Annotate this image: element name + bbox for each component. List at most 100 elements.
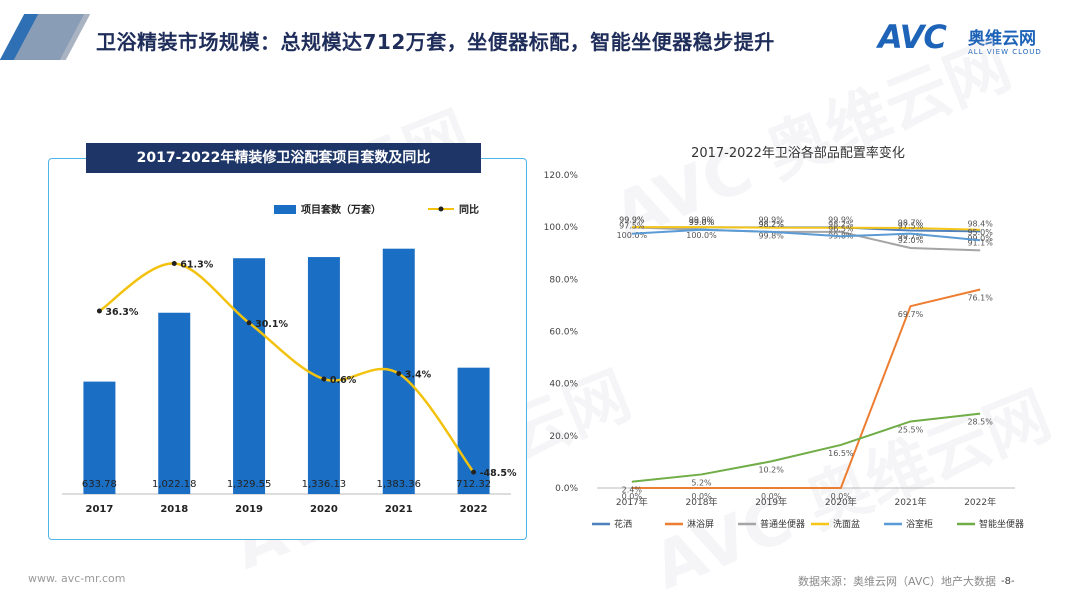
- series-data-label: 98.4%: [967, 219, 993, 228]
- x-tick-label: 2018年: [686, 496, 718, 508]
- series-data-label: 92.0%: [898, 236, 924, 245]
- series-data-label: 99.9%: [619, 215, 645, 224]
- x-tick-label: 2017年: [616, 496, 648, 508]
- yoy-line: [98, 262, 475, 473]
- series-data-label: 98.7%: [898, 219, 924, 228]
- series-line: [631, 226, 981, 231]
- series-data-label: 99.0%: [689, 218, 715, 227]
- y-tick-label: 100.0%: [544, 223, 579, 233]
- line-chart: 2017-2022年卫浴各部品配置率变化 0.0% 20.0% 40.0% 60.0% 8…: [544, 145, 1024, 530]
- footer-url[interactable]: www. avc-mr.com: [28, 572, 126, 585]
- yoy-label: 61.3%: [180, 260, 213, 271]
- legend-label-bars: 项目套数（万套）: [301, 203, 381, 216]
- series-data-label: 2.4%: [622, 486, 643, 495]
- legend-label: 花洒: [614, 518, 632, 530]
- footer-source: 数据来源：奥维云网（AVC）地产大数据: [798, 575, 997, 588]
- bar-chart-panel: [48, 158, 527, 540]
- legend-label: 洗面盆: [833, 518, 860, 530]
- x-tick-label: 2021年: [895, 496, 927, 508]
- x-tick-label: 2020: [310, 504, 338, 515]
- series-data-label: 100.0%: [617, 231, 648, 240]
- y-tick-label: 20.0%: [549, 432, 578, 442]
- logo-chinese: 奥维云网: [968, 29, 1036, 49]
- legend-swatch-bars: [274, 205, 296, 214]
- bar-value-label: 1,383.36: [376, 479, 421, 490]
- series-data-label: 16.5%: [828, 449, 854, 458]
- yoy-point: [96, 308, 102, 314]
- x-tick-label: 2022: [460, 504, 488, 515]
- yoy-point: [321, 376, 327, 382]
- legend-label: 淋浴屏: [687, 518, 714, 530]
- bar-value-label: 633.78: [82, 479, 117, 490]
- series-data-label: 0.0%: [761, 492, 782, 501]
- logo-mark: AVC: [878, 18, 947, 56]
- yoy-point: [471, 469, 477, 475]
- series-data-label: 98.2%: [828, 220, 854, 229]
- legend-marker-line: [438, 206, 444, 212]
- y-tick-label: 40.0%: [549, 380, 578, 390]
- x-tick-label: 2019年: [755, 496, 787, 508]
- yoy-label: 0.6%: [330, 375, 357, 386]
- yoy-label: 3.4%: [405, 370, 432, 381]
- series-data-label: 99.9%: [758, 215, 784, 224]
- series-data-label: 95.0%: [967, 228, 993, 237]
- series-data-label: 99.9%: [828, 215, 854, 224]
- series-data-label: 100.0%: [686, 231, 717, 240]
- avc-logo: AVC 奥维云网 ALL VIEW CLOUD: [878, 18, 1053, 64]
- y-tick-label: 0.0%: [555, 484, 578, 494]
- bar-line-chart: 项目套数（万套） 同比 633.78 2017 1,022.18 2018 1,329.55…: [62, 203, 517, 515]
- series-data-label: 99.8%: [758, 232, 784, 241]
- series-line: [631, 228, 981, 242]
- series-data-label: 99.0%: [689, 218, 715, 227]
- bar-chart-title: 2017-2022年精装修卫浴配套项目套数及同比: [86, 143, 481, 173]
- bar-value-label: 1,336.13: [302, 479, 347, 490]
- series-data-label: 97.5%: [898, 222, 924, 231]
- series-data-label: 0.0%: [691, 492, 712, 501]
- series-data-label: 97.5%: [619, 222, 645, 231]
- yoy-label: 36.3%: [105, 307, 138, 318]
- series-line: [631, 226, 981, 252]
- series-data-label: 69.7%: [898, 310, 924, 319]
- series-data-label: 99.7%: [898, 232, 924, 241]
- series-data-label: 0.0%: [622, 492, 643, 501]
- yoy-point: [396, 371, 402, 377]
- legend-label-line: 同比: [459, 203, 479, 216]
- line-chart-title: 2017-2022年卫浴各部品配置率变化: [691, 145, 905, 161]
- series-data-label: 99.0%: [967, 234, 993, 243]
- series-data-label: 28.5%: [967, 418, 993, 427]
- yoy-label: 30.1%: [255, 319, 288, 330]
- legend-label: 智能坐便器: [979, 518, 1024, 530]
- series-data-label: 25.5%: [898, 425, 924, 434]
- yoy-point: [246, 320, 252, 326]
- series-data-label: 99.9%: [689, 215, 715, 224]
- yoy-point: [171, 261, 177, 267]
- series-data-label: 0.0%: [831, 492, 852, 501]
- bar-value-label: 1,329.55: [227, 479, 272, 490]
- series-line: [631, 412, 981, 483]
- series-data-label: 5.2%: [691, 478, 712, 487]
- series-data-label: 76.1%: [967, 294, 993, 303]
- y-tick-label: 60.0%: [549, 328, 578, 338]
- x-tick-label: 2020年: [825, 496, 857, 508]
- legend-label: 浴室柜: [906, 518, 933, 530]
- series-data-label: 96.5%: [828, 224, 854, 233]
- bar-value-label: 1,022.18: [152, 479, 197, 490]
- series-data-label: 98.2%: [758, 220, 784, 229]
- x-tick-label: 2022年: [964, 496, 996, 508]
- bar-value-label: 712.32: [456, 479, 491, 490]
- bar: [158, 312, 191, 494]
- series-data-label: 98.2%: [758, 220, 784, 229]
- y-tick-label: 120.0%: [544, 171, 579, 181]
- bar: [83, 381, 116, 494]
- bar: [233, 258, 266, 494]
- yoy-label: -48.5%: [480, 468, 517, 479]
- page-title: 卫浴精装市场规模：总规模达712万套，坐便器标配，智能坐便器稳步提升: [96, 30, 775, 54]
- legend-label: 普通坐便器: [760, 518, 805, 530]
- series-data-label: 10.2%: [758, 465, 784, 474]
- x-tick-label: 2019: [235, 504, 263, 515]
- series-data-label: 91.1%: [967, 238, 993, 247]
- x-tick-label: 2017: [85, 504, 113, 515]
- x-tick-label: 2021: [385, 504, 413, 515]
- page-number: -8-: [1001, 576, 1015, 587]
- series-line: [631, 288, 981, 489]
